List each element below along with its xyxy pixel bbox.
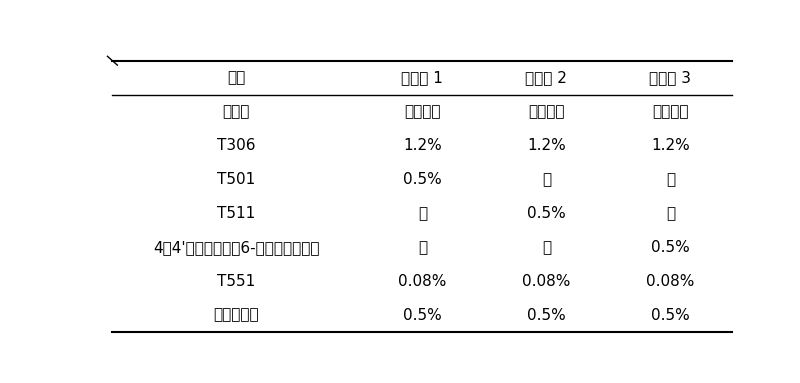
Text: 比较例 1: 比较例 1	[402, 70, 443, 85]
Text: 多元醇酯: 多元醇酯	[528, 104, 565, 119]
Text: －: －	[418, 206, 427, 221]
Text: T551: T551	[218, 273, 255, 289]
Text: T511: T511	[218, 206, 255, 221]
Text: 多元醇酯: 多元醇酯	[652, 104, 689, 119]
Text: 比较例 2: 比较例 2	[526, 70, 567, 85]
Text: 1.2%: 1.2%	[527, 138, 566, 153]
Text: 0.08%: 0.08%	[398, 273, 446, 289]
Text: 0.5%: 0.5%	[403, 172, 442, 187]
Text: T306: T306	[217, 138, 256, 153]
Text: 1.2%: 1.2%	[403, 138, 442, 153]
Text: 4，4'－硫代双－（6-特丁基间甲酚）: 4，4'－硫代双－（6-特丁基间甲酚）	[153, 240, 320, 255]
Text: －: －	[666, 206, 675, 221]
Text: 0.08%: 0.08%	[522, 273, 570, 289]
Text: 1.2%: 1.2%	[651, 138, 690, 153]
Text: 0.5%: 0.5%	[527, 308, 566, 322]
Text: 0.5%: 0.5%	[651, 308, 690, 322]
Text: 0.08%: 0.08%	[646, 273, 694, 289]
Text: 0.5%: 0.5%	[403, 308, 442, 322]
Text: －: －	[666, 172, 675, 187]
Text: －: －	[418, 240, 427, 255]
Text: 基础油: 基础油	[222, 104, 250, 119]
Text: T501: T501	[218, 172, 255, 187]
Text: －: －	[542, 240, 551, 255]
Text: 0.5%: 0.5%	[651, 240, 690, 255]
Text: 比较例 3: 比较例 3	[650, 70, 691, 85]
Text: 0.5%: 0.5%	[527, 206, 566, 221]
Text: 组分: 组分	[227, 70, 246, 85]
Text: －: －	[542, 172, 551, 187]
Text: 环氧大豆油: 环氧大豆油	[214, 308, 259, 322]
Text: 多元醇酯: 多元醇酯	[404, 104, 441, 119]
